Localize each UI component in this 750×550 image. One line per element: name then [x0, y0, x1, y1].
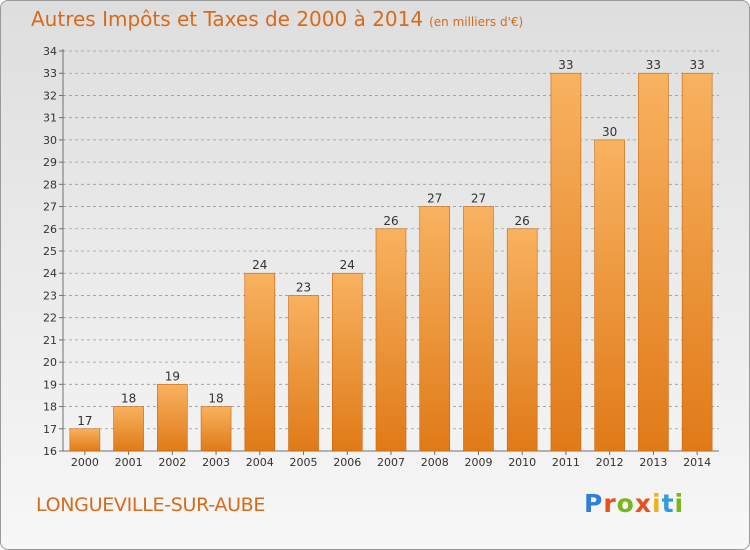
logo-letter: P — [584, 489, 604, 518]
bar-value-label: 26 — [383, 214, 398, 228]
bar-2006 — [331, 272, 363, 452]
logo-letter: o — [616, 489, 635, 518]
y-tick-label: 20 — [43, 356, 57, 369]
logo-letter: r — [603, 489, 617, 518]
y-tick-label: 21 — [43, 334, 57, 347]
bar-2014 — [681, 72, 713, 452]
bar-value-label: 23 — [296, 280, 311, 294]
bar-value-label: 26 — [515, 214, 530, 228]
x-tick-label: 2008 — [421, 456, 449, 469]
bar-2000 — [69, 428, 101, 452]
bar-value-label: 18 — [208, 392, 223, 406]
x-tick-label: 2001 — [115, 456, 143, 469]
x-tick-label: 2007 — [377, 456, 405, 469]
y-tick-label: 29 — [43, 156, 57, 169]
bar-value-label: 33 — [646, 58, 661, 72]
bar-value-label: 33 — [689, 58, 704, 72]
x-tick-label: 2010 — [508, 456, 536, 469]
bar-2011 — [550, 72, 582, 452]
logo-letter: x — [634, 489, 652, 518]
y-tick-label: 19 — [43, 378, 57, 391]
bar-value-label: 27 — [471, 192, 486, 206]
bar-2002 — [157, 384, 188, 452]
bar-2008 — [419, 206, 451, 452]
bar-2012 — [594, 139, 625, 452]
bar-2009 — [463, 206, 494, 452]
chart-unit: (en milliers d'€) — [429, 15, 524, 29]
bar-value-label: 33 — [558, 58, 573, 72]
x-tick-label: 2006 — [333, 456, 361, 469]
data-labels: 17 18 19 18 24 23 24 26 27 27 26 33 30 33 33 — [77, 58, 705, 428]
x-tick-label: 2004 — [246, 456, 274, 469]
y-tick-label: 22 — [43, 312, 57, 325]
bar-value-label: 30 — [602, 125, 617, 139]
bar-2001 — [113, 406, 144, 452]
x-tick-label: 2005 — [290, 456, 318, 469]
bar-2013 — [638, 72, 669, 452]
x-tick-label: 2013 — [639, 456, 667, 469]
y-tick-label: 32 — [43, 89, 57, 102]
x-tick-label: 2012 — [596, 456, 624, 469]
y-tick-label: 33 — [43, 67, 57, 80]
bar-value-label: 27 — [427, 192, 442, 206]
y-tick-label: 34 — [43, 45, 57, 58]
bar-2004 — [244, 272, 276, 452]
city-name: LONGUEVILLE-SUR-AUBE — [36, 494, 266, 516]
x-tick-label: 2002 — [158, 456, 186, 469]
y-tick-label: 18 — [43, 401, 57, 414]
x-tick-label: 2014 — [683, 456, 711, 469]
axes: 16 17 18 19 20 21 22 23 24 25 26 27 28 29 30 31 32 33 34 20… — [43, 45, 719, 469]
x-tick-label: 2011 — [552, 456, 580, 469]
y-tick-label: 23 — [43, 289, 57, 302]
logo-letter: i — [652, 489, 662, 518]
y-tick-label: 30 — [43, 134, 57, 147]
bar-2010 — [506, 228, 538, 452]
y-tick-label: 31 — [43, 112, 57, 125]
bar-value-label: 24 — [340, 258, 355, 272]
y-tick-label: 28 — [43, 178, 57, 191]
bar-value-label: 19 — [165, 369, 180, 383]
bar-2003 — [200, 406, 232, 452]
x-tick-label: 2003 — [202, 456, 230, 469]
y-tick-label: 27 — [43, 201, 57, 214]
y-tick-label: 16 — [43, 445, 57, 458]
proxiti-logo: Proxiti — [584, 489, 684, 518]
bar-value-label: 18 — [121, 392, 136, 406]
logo-letter: i — [674, 489, 685, 518]
y-tick-label: 26 — [43, 223, 57, 236]
bar-2007 — [375, 228, 407, 452]
y-tick-label: 17 — [43, 423, 57, 436]
chart-title-text: Autres Impôts et Taxes de 2000 à 2014 — [31, 7, 424, 31]
bars — [69, 72, 713, 452]
bar-2005 — [288, 295, 319, 452]
x-tick-label: 2000 — [71, 456, 99, 469]
bar-value-label: 24 — [252, 258, 267, 272]
chart-title: Autres Impôts et Taxes de 2000 à 2014 (en… — [31, 7, 523, 31]
bar-value-label: 17 — [77, 414, 92, 428]
x-tick-label: 2009 — [464, 456, 492, 469]
logo-letter: t — [661, 489, 675, 518]
y-tick-label: 25 — [43, 245, 57, 258]
y-tick-label: 24 — [43, 267, 57, 280]
